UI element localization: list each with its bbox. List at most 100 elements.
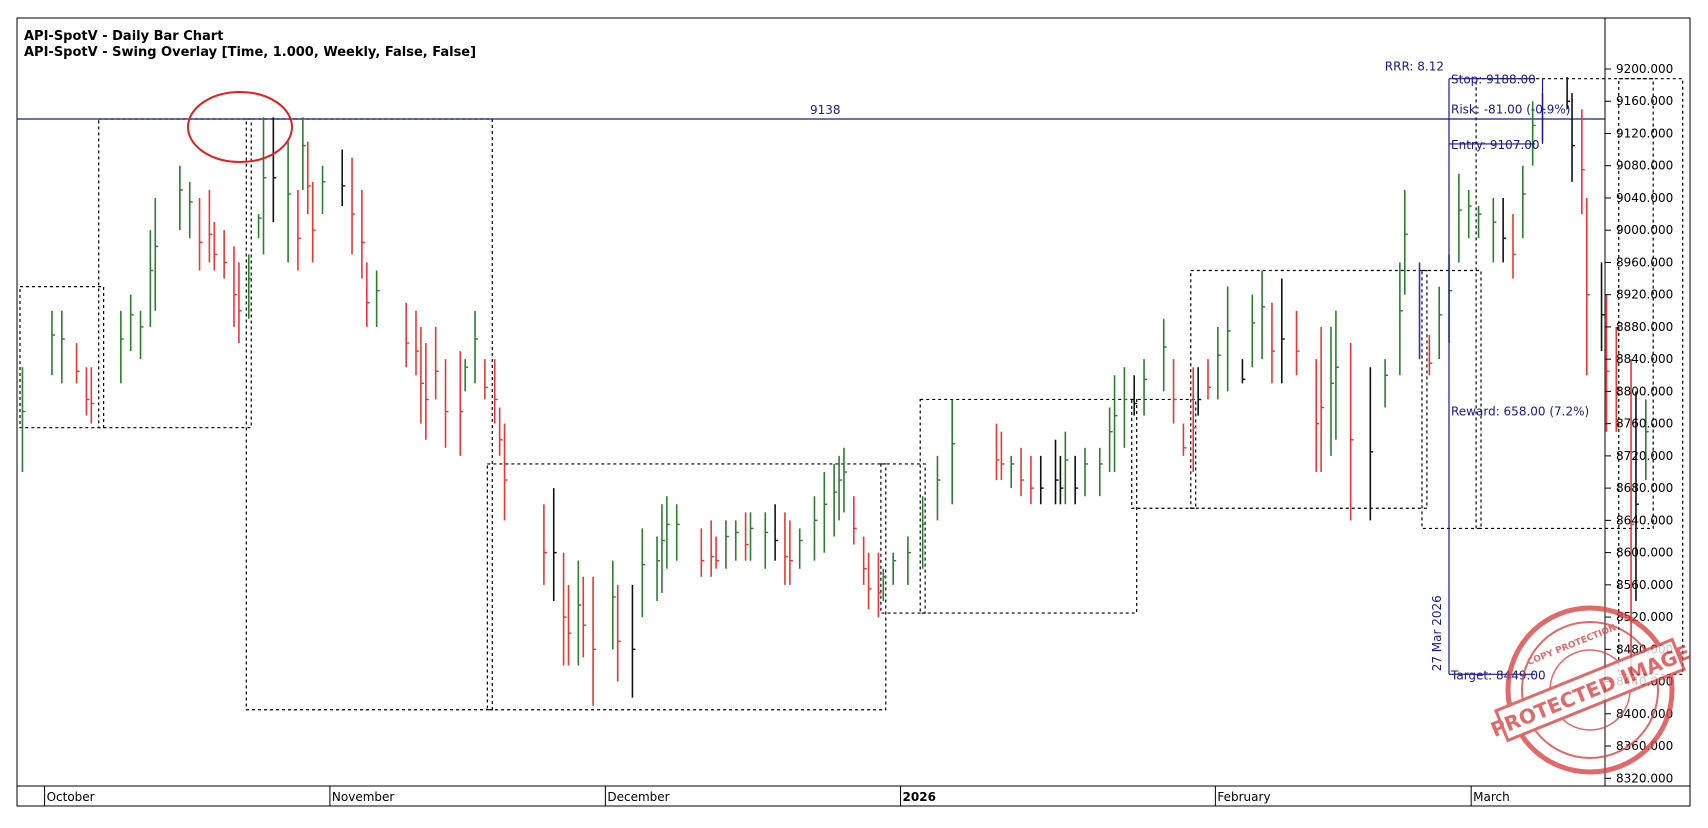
y-axis-ticks: 9200.000 9160.000 9120.000 9080.000 9040.000…: [1605, 62, 1673, 785]
price-bar: [272, 117, 277, 223]
month-label: February: [1217, 790, 1270, 804]
y-tick-label: 9200.000: [1616, 62, 1673, 76]
price-bar: [1522, 165, 1526, 239]
price-bar: [877, 552, 882, 618]
price-bar: [666, 496, 670, 569]
price-bar: [1605, 294, 1610, 432]
price-bar: [789, 520, 793, 585]
price-bar: [459, 351, 464, 456]
y-tick-label: 9040.000: [1616, 191, 1673, 205]
y-tick-label: 9080.000: [1616, 159, 1673, 173]
price-bar: [21, 367, 26, 472]
price-bar: [582, 576, 587, 658]
y-tick-label: 9120.000: [1616, 126, 1673, 140]
price-bar: [1512, 214, 1516, 279]
price-bar: [715, 536, 720, 569]
price-bar: [1384, 359, 1389, 408]
price-bar: [1192, 367, 1197, 472]
y-tick-label: 8600.000: [1616, 546, 1673, 560]
price-bar: [1600, 262, 1605, 352]
price-bar: [85, 367, 90, 416]
y-tick-label: 8320.000: [1616, 771, 1673, 785]
price-bar: [90, 367, 95, 424]
price-bar: [1295, 310, 1300, 376]
y-tick-label: 8400.000: [1616, 707, 1673, 721]
swing-box: [880, 463, 926, 614]
price-bar: [823, 472, 828, 553]
y-tick-label: 8720.000: [1616, 449, 1673, 463]
month-label: October: [47, 790, 95, 804]
price-bar: [208, 189, 213, 263]
price-bar: [351, 157, 356, 255]
price-bar: [1064, 431, 1069, 505]
price-bar: [425, 343, 429, 440]
price-bar: [1335, 310, 1339, 440]
price-bar: [749, 512, 754, 561]
price-bar: [311, 181, 316, 263]
price-bar: [1251, 294, 1256, 368]
price-bar: [1098, 447, 1103, 497]
price-bar: [1585, 197, 1590, 376]
price-bar: [405, 302, 410, 368]
price-bar: [1271, 302, 1275, 384]
swing-box: [1475, 78, 1654, 530]
price-bar: [198, 197, 203, 271]
price-bar: [995, 423, 1000, 481]
price-bar: [725, 520, 729, 569]
swing-box: [1421, 269, 1482, 530]
price-bar: [1074, 455, 1079, 505]
price-bar: [1054, 439, 1059, 505]
swing-box: [919, 398, 1138, 614]
price-bar: [1241, 359, 1246, 384]
price-bar: [179, 165, 183, 231]
price-bar: [1330, 326, 1334, 456]
price-bar: [641, 528, 646, 618]
price-bar: [1477, 206, 1482, 239]
price-bar: [616, 584, 621, 682]
price-bar: [1217, 326, 1221, 400]
price-bar: [1428, 334, 1433, 376]
swing-box: [1190, 269, 1428, 509]
price-bar: [464, 359, 469, 392]
stop-label: Stop: 9188.00: [1451, 73, 1536, 87]
price-bar: [1369, 367, 1374, 521]
price-bar: [1108, 407, 1113, 472]
price-bar: [611, 560, 616, 650]
price-bar: [247, 254, 252, 319]
price-bar: [1566, 77, 1571, 110]
price-bar: [154, 197, 159, 311]
price-bar: [434, 326, 439, 400]
price-bar: [61, 310, 65, 384]
price-bar: [257, 214, 262, 239]
price-bar: [1315, 359, 1320, 472]
y-tick-label: 9000.000: [1616, 223, 1673, 237]
price-bar: [1261, 270, 1266, 360]
price-bar: [233, 246, 237, 327]
price-bar: [921, 496, 926, 569]
price-bar: [1000, 431, 1005, 481]
double-top-circle: [187, 91, 293, 163]
price-bar: [1531, 101, 1536, 166]
price-bar: [1030, 455, 1034, 505]
price-bar: [853, 496, 857, 545]
price-bar: [631, 584, 636, 698]
rrr-label: RRR: 8.12: [1385, 60, 1444, 74]
month-label: November: [332, 790, 394, 804]
price-bar: [592, 576, 597, 706]
price-bar: [341, 149, 346, 207]
price-bar: [867, 552, 872, 610]
price-bar: [700, 528, 705, 577]
price-bar: [951, 399, 956, 505]
price-bar: [321, 165, 326, 215]
price-bar: [238, 262, 242, 344]
price-bar: [1084, 447, 1089, 497]
price-bar: [287, 141, 292, 263]
price-bar: [129, 294, 134, 352]
price-bar: [498, 407, 503, 456]
price-bar: [675, 504, 680, 561]
swing-box: [486, 463, 887, 711]
price-bar: [661, 504, 665, 593]
price-bar: [361, 189, 365, 279]
price-bar: [302, 117, 306, 190]
